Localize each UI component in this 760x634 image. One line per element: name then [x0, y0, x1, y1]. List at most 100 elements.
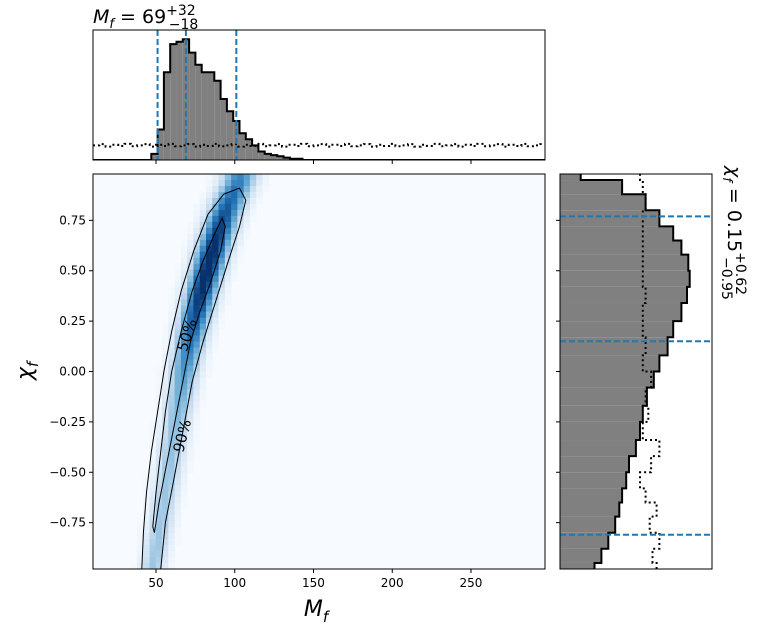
heatmap-cell [180, 293, 188, 301]
chi-hist-bar [560, 194, 646, 211]
heatmap-cell [256, 191, 263, 199]
heatmap-cell [193, 329, 201, 336]
heatmap-cell [180, 491, 188, 498]
heatmap-cell [168, 479, 176, 486]
heatmap-cell [149, 539, 157, 546]
heatmap-cell [180, 275, 188, 283]
heatmap-cell [206, 263, 213, 271]
heatmap-cell [231, 227, 238, 235]
heatmap-cell [218, 275, 226, 283]
heatmap-cell [231, 263, 238, 271]
heatmap-cell [237, 227, 245, 235]
heatmap-cell [174, 497, 182, 504]
heatmap-cell [218, 191, 226, 199]
heatmap-cell [174, 431, 182, 438]
heatmap-cell [149, 485, 157, 492]
heatmap-cell [206, 287, 213, 295]
heatmap-cell [155, 425, 163, 432]
heatmap-cell [174, 443, 182, 450]
heatmap-cell [174, 323, 182, 330]
heatmap-cell [187, 227, 194, 235]
heatmap-cell [168, 359, 176, 366]
heatmap-cell [212, 197, 219, 205]
heatmap-cell [237, 191, 245, 199]
heatmap-cell [237, 179, 245, 187]
heatmap-cell [162, 425, 169, 432]
x-tick-label: 100 [223, 576, 246, 590]
heatmap-cell [187, 425, 194, 432]
heatmap-cell [193, 299, 201, 307]
heatmap-cell [168, 491, 176, 498]
heatmap-cell [199, 287, 207, 295]
heatmap-cell [168, 317, 176, 325]
m-hist-bar [182, 39, 190, 160]
heatmap-cell [168, 419, 176, 426]
heatmap-cell [193, 257, 201, 265]
heatmap-cell [187, 383, 194, 390]
heatmap-cell [136, 545, 144, 552]
heatmap-cell [168, 395, 176, 402]
heatmap-cell [180, 479, 188, 486]
heatmap-cell [237, 197, 245, 205]
right-marginal-panel [556, 173, 713, 570]
heatmap-cell [143, 509, 150, 516]
heatmap-cell [193, 215, 201, 223]
heatmap-cell [187, 245, 194, 253]
right-title-subscript: f [719, 177, 734, 184]
heatmap-cell [231, 179, 238, 187]
heatmap-cell [193, 221, 201, 229]
heatmap-cell [155, 365, 163, 372]
top-quantile-lines [156, 30, 238, 160]
chi-hist-bar [560, 371, 654, 388]
heatmap-cell [206, 371, 213, 378]
heatmap-cell [180, 335, 188, 342]
heatmap-cell [187, 407, 194, 414]
heatmap-cell [149, 545, 157, 552]
heatmap-cell [218, 245, 226, 253]
heatmap-cell [174, 539, 182, 546]
x-tick-label: 50 [148, 576, 163, 590]
heatmap-cell [174, 449, 182, 456]
heatmap-cell [174, 269, 182, 277]
heatmap-cell [231, 257, 238, 265]
heatmap-cell [199, 401, 207, 408]
heatmap-cell [224, 251, 232, 259]
heatmap-cell [237, 185, 245, 193]
heatmap-cell [193, 425, 201, 432]
top-x-ticks [155, 160, 472, 164]
heatmap-cell [199, 359, 207, 366]
heatmap-cell [162, 557, 169, 564]
heatmap-cell [224, 299, 232, 307]
heatmap-cell [168, 431, 176, 438]
heatmap-cell [187, 281, 194, 289]
heatmap-cell [162, 443, 169, 450]
heatmap-cell [149, 563, 157, 569]
heatmap-cell [187, 305, 194, 313]
heatmap-cell [149, 515, 157, 522]
x-tick-label: 250 [460, 576, 483, 590]
heatmap-cell [180, 281, 188, 289]
heatmap-cell [174, 425, 182, 432]
heatmap-cell [212, 281, 219, 289]
heatmap-cell [206, 233, 213, 241]
heatmap-cell [168, 509, 176, 516]
heatmap-cell [193, 431, 201, 438]
m-hist-bar [189, 52, 196, 160]
heatmap-cell [187, 299, 194, 307]
heatmap-cell [168, 473, 176, 480]
heatmap-cell [243, 221, 251, 229]
heatmap-cell [174, 347, 182, 354]
m-hist-bar [207, 72, 215, 160]
heatmap-cell [168, 557, 176, 564]
heatmap-cell [206, 293, 213, 301]
heatmap-cell [199, 347, 207, 354]
heatmap-cell [174, 365, 182, 372]
heatmap-cell [206, 347, 213, 354]
heatmap-cell [187, 359, 194, 366]
heatmap-cell [212, 341, 219, 348]
heatmap-cell [237, 245, 245, 253]
m-hist-bar [252, 145, 259, 160]
heatmap-cell [174, 533, 182, 540]
heatmap-cell [149, 551, 157, 558]
heatmap-cell [168, 425, 176, 432]
